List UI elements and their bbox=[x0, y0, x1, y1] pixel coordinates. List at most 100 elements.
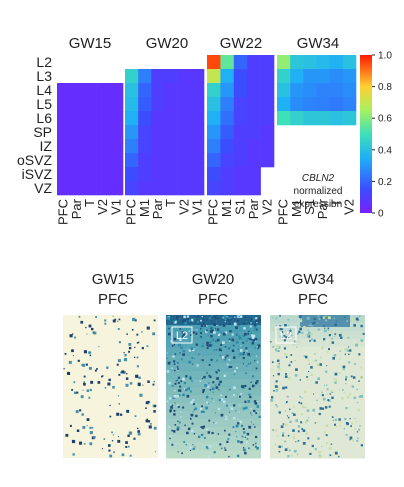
cell-gw20-sp-pfc bbox=[125, 125, 139, 140]
ish-cell bbox=[189, 417, 192, 420]
ish-cell bbox=[154, 404, 157, 407]
ish-cell bbox=[118, 341, 121, 344]
ish-cell bbox=[192, 447, 195, 450]
ish-cell bbox=[338, 389, 340, 391]
cell-gw15-osvz-t bbox=[83, 153, 97, 168]
cell-gw22-l4-v2 bbox=[260, 83, 275, 98]
ish-cell bbox=[86, 425, 88, 427]
ish-cell bbox=[228, 318, 230, 321]
ish-cell bbox=[81, 413, 84, 416]
ish-cell bbox=[245, 440, 248, 443]
ish-cell bbox=[197, 315, 200, 318]
ish-cell bbox=[173, 395, 177, 398]
ish-cell bbox=[251, 332, 252, 334]
ish-cell bbox=[134, 319, 137, 322]
ish-cell bbox=[123, 371, 126, 374]
ish-cell bbox=[327, 399, 330, 402]
ish-cell bbox=[200, 335, 202, 338]
ish-cell bbox=[284, 423, 288, 427]
ish-cell bbox=[250, 407, 253, 410]
ish-cell bbox=[234, 370, 236, 373]
ish-cell bbox=[223, 400, 226, 404]
ish-cell bbox=[323, 325, 325, 327]
ish-cell bbox=[247, 400, 251, 403]
ish-cell bbox=[293, 316, 295, 319]
ish-cell bbox=[276, 405, 278, 408]
cell-gw20-iz-m1 bbox=[138, 139, 152, 154]
ish-cell bbox=[320, 356, 322, 359]
ish-cell bbox=[302, 429, 306, 432]
ish-cell bbox=[242, 334, 245, 338]
ish-cell bbox=[348, 361, 351, 364]
ish-cell bbox=[174, 369, 176, 372]
ish-cell bbox=[223, 374, 226, 377]
ish-cell bbox=[82, 363, 86, 367]
ish-cell bbox=[125, 441, 128, 444]
ish-cell bbox=[295, 368, 298, 371]
ish-cell bbox=[317, 328, 320, 331]
ish-cell bbox=[228, 322, 231, 325]
ish-cell bbox=[208, 364, 211, 366]
ish-cell bbox=[349, 436, 353, 440]
ish-cell bbox=[297, 430, 300, 433]
ish-cell bbox=[179, 328, 181, 330]
ish-cell bbox=[306, 334, 310, 337]
ish-cell bbox=[171, 344, 174, 347]
ish-cell bbox=[285, 386, 288, 389]
ish-cell bbox=[348, 353, 350, 355]
ish-cell bbox=[182, 321, 184, 323]
ish-cell bbox=[255, 318, 258, 321]
ish-cell bbox=[272, 429, 274, 431]
ish-cell bbox=[213, 400, 215, 402]
ish-cell bbox=[248, 447, 250, 450]
ish-cell bbox=[216, 328, 220, 331]
ish-cell bbox=[240, 349, 243, 352]
ish-cell bbox=[248, 330, 250, 333]
ish-cell bbox=[180, 416, 182, 418]
ish-cell bbox=[342, 368, 344, 370]
ish-cell bbox=[109, 415, 112, 418]
ish-cell bbox=[244, 451, 247, 455]
ish-cell bbox=[170, 406, 173, 409]
ish-cell bbox=[214, 328, 217, 330]
cell-gw22-l4-s1 bbox=[233, 83, 248, 98]
ish-cell bbox=[167, 362, 171, 365]
ish-cell bbox=[183, 441, 186, 443]
cell-gw15-vz-v1 bbox=[109, 181, 124, 196]
ish-cell bbox=[217, 369, 219, 371]
ish-cell bbox=[195, 332, 198, 335]
ish-cell bbox=[224, 356, 227, 359]
cell-gw20-vz-m1 bbox=[138, 181, 152, 196]
ish-cell bbox=[199, 380, 201, 382]
ish-cell bbox=[356, 318, 359, 321]
ish-cell bbox=[220, 413, 224, 417]
cell-gw22-l5-v2 bbox=[260, 97, 275, 112]
ish-cell bbox=[329, 454, 332, 457]
ish-cell bbox=[205, 395, 209, 399]
cell-gw22-l2-s1 bbox=[233, 55, 248, 70]
cell-gw15-isvz-pfc bbox=[57, 167, 71, 182]
cell-gw22-l6-m1 bbox=[220, 111, 235, 126]
ish-cell bbox=[218, 389, 220, 391]
ish-cell bbox=[233, 386, 236, 390]
ish-cell bbox=[129, 382, 133, 385]
cell-gw15-isvz-t bbox=[83, 167, 97, 182]
ish-cell bbox=[232, 340, 234, 341]
ish-cell bbox=[208, 317, 211, 320]
ish-cell bbox=[180, 411, 182, 413]
ish-cell bbox=[313, 393, 315, 395]
ish-cell bbox=[326, 384, 328, 386]
ish-panels: GW15 PFC GW20 PFC L2 GW34 PFC L2 bbox=[63, 271, 365, 459]
ish-cell bbox=[328, 348, 330, 351]
ish-cell bbox=[228, 455, 230, 458]
ish-cell bbox=[178, 394, 181, 397]
ish-cell bbox=[205, 330, 208, 333]
ish-cell bbox=[230, 338, 233, 341]
ish-cell bbox=[182, 315, 185, 318]
col-label-v1: V1 bbox=[108, 199, 123, 215]
ish-cell bbox=[312, 360, 314, 362]
ish-cell bbox=[252, 423, 254, 425]
ish-cell bbox=[233, 322, 237, 326]
ish-cell bbox=[358, 353, 361, 356]
ish-cell bbox=[146, 345, 149, 347]
